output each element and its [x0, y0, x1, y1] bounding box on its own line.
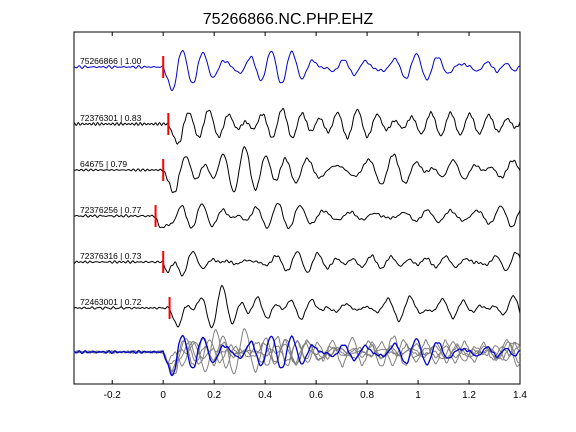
x-tick-label: 0.8 [360, 390, 374, 401]
trace-label: 72376316 | 0.73 [80, 251, 142, 261]
pick-markers [154, 56, 171, 319]
trace-label: 75266866 | 1.00 [80, 56, 142, 66]
trace-label: 72376301 | 0.83 [80, 113, 142, 123]
trace-label: 72376256 | 0.77 [80, 205, 142, 215]
x-tick-label: 0.2 [207, 390, 221, 401]
x-tick-label: 0.4 [258, 390, 272, 401]
waveform-trace [73, 146, 521, 194]
plot-area [73, 31, 521, 385]
x-axis: -0.2 0 0.2 0.4 0.6 0.8 1 1.2 1.4 [104, 32, 527, 401]
trace-label: 64675 | 0.79 [80, 159, 127, 169]
x-tick-label: 1.2 [462, 390, 476, 401]
waveform-trace [74, 250, 521, 277]
trace-labels: 75266866 | 1.00 72376301 | 0.83 64675 | 0.… [80, 56, 142, 307]
x-tick-label: 1 [415, 390, 421, 401]
waveform-traces [73, 50, 521, 377]
x-tick-label: 1.4 [513, 390, 527, 401]
waveform-trace [73, 284, 521, 329]
trace-label: 72463001 | 0.72 [80, 297, 142, 307]
x-tick-label: 0.6 [309, 390, 323, 401]
x-tick-label: 0 [160, 390, 166, 401]
waveform-trace [73, 50, 521, 92]
waveform-trace [73, 107, 521, 145]
waveform-trace [73, 202, 521, 230]
chart-title: 75266866.NC.PHP.EHZ [203, 11, 374, 28]
overlay-master-trace [73, 334, 521, 377]
x-tick-label: -0.2 [104, 390, 122, 401]
